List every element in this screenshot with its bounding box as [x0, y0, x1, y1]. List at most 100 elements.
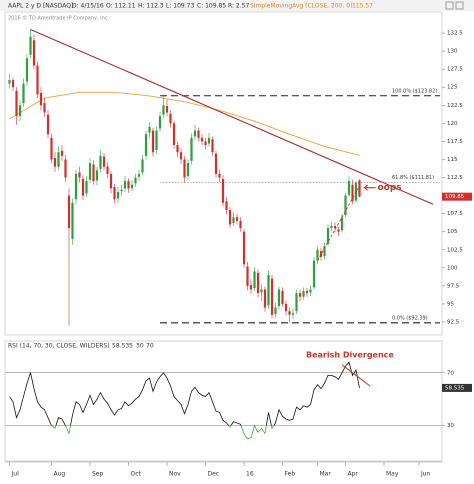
rsi-tick-label: 70: [447, 370, 454, 376]
x-tick-label: Oct: [131, 471, 142, 478]
candle-body: [32, 40, 36, 66]
candle-body: [330, 225, 333, 229]
x-tick-label: Jul: [11, 471, 20, 478]
candle-body: [274, 307, 277, 315]
toolbar: [0, 0, 474, 11]
candle-body: [326, 228, 330, 244]
candle-body: [50, 137, 53, 160]
candle-body: [232, 217, 235, 224]
candle-body: [277, 289, 281, 307]
y-tick-label: 112.5: [447, 175, 463, 181]
y-tick-label: 125: [447, 85, 458, 91]
copyright: 2016 © TD Ameritrade IP Company, Inc.: [8, 15, 110, 22]
trendline: [30, 28, 434, 205]
candle-body: [354, 182, 358, 201]
candle-body: [78, 172, 81, 178]
candle-body: [53, 158, 57, 167]
candle-body: [288, 311, 291, 315]
candle-body: [81, 178, 85, 196]
candle-body: [260, 289, 263, 293]
candle-body: [270, 278, 274, 315]
candle-body: [36, 65, 39, 95]
candle-body: [144, 134, 148, 156]
candle-body: [172, 123, 176, 146]
candle-body: [155, 130, 158, 151]
candle-body: [106, 166, 109, 174]
price-panel: [4, 11, 443, 336]
candle-body: [127, 181, 130, 189]
candle-body: [162, 105, 165, 115]
x-tick-label: Mar: [320, 471, 332, 478]
candle-body: [295, 293, 298, 312]
candle-body: [298, 293, 302, 297]
candle-body: [340, 217, 344, 231]
candle-body: [204, 141, 207, 146]
candle-body: [256, 272, 260, 294]
candle-body: [186, 163, 190, 177]
annotation-arrow: [363, 184, 376, 191]
candle-body: [253, 271, 256, 289]
y-tick-label: 115: [447, 157, 458, 163]
candle-body: [214, 153, 218, 174]
candle-body: [302, 290, 305, 297]
y-tick-label: 130: [447, 49, 458, 55]
candle-body: [235, 217, 239, 221]
candle-body: [99, 155, 102, 169]
x-tick-label: Sep: [92, 471, 104, 478]
candle-body: [284, 303, 288, 312]
x-tick-label: Nov: [169, 471, 181, 478]
support-line: [317, 185, 360, 261]
y-tick-label: 132.5: [447, 31, 463, 37]
candle-body: [249, 285, 253, 290]
y-tick-label: 102.5: [447, 247, 463, 253]
candle-body: [15, 90, 18, 117]
x-tick-label: Jun: [420, 471, 431, 478]
candle-body: [39, 93, 43, 106]
candle-body: [134, 177, 137, 184]
candle-body: [263, 289, 267, 308]
x-tick-label: Apr: [348, 471, 359, 478]
sma-line: [9, 91, 360, 156]
candle-body: [8, 80, 11, 84]
candle-body: [179, 152, 183, 160]
header-field: L: 109.73: [166, 3, 194, 10]
header-field: O: 112.11: [106, 3, 136, 10]
candle-body: [351, 184, 354, 202]
rsi-line: [9, 361, 360, 440]
y-tick-label: 122.5: [447, 103, 463, 109]
toolbar-button[interactable]: [445, 1, 454, 10]
x-tick-label: Dec: [208, 471, 220, 478]
header-field: H: 112.3: [138, 3, 164, 10]
rsi-value: 58.535: [112, 343, 133, 350]
candle-body: [29, 36, 32, 55]
header-field: D: 4/15/16: [72, 3, 104, 10]
candle-body: [291, 313, 295, 315]
rsi-value-box: [442, 383, 472, 392]
candle-body: [18, 105, 22, 117]
candle-body: [228, 210, 232, 225]
candle-body: [347, 181, 351, 195]
rsi-tick-label: 30: [447, 423, 454, 429]
candle-body: [323, 246, 326, 257]
divergence-line: [341, 364, 371, 387]
candle-body: [316, 249, 319, 261]
candle-body: [43, 103, 46, 113]
symbol: AAPL 2 y D [NASDAQ]: [8, 3, 73, 10]
candle-body: [60, 150, 64, 156]
candle-body: [109, 173, 113, 189]
fib-label: 0.0% ($92.39): [392, 315, 428, 321]
candle-body: [207, 137, 211, 144]
candle-body: [218, 173, 221, 178]
candle-body: [137, 173, 141, 177]
candle-body: [176, 145, 179, 153]
candle-body: [183, 159, 186, 178]
y-tick-label: 117.5: [447, 139, 463, 145]
candle-body: [22, 83, 25, 104]
y-tick-label: 95: [447, 301, 454, 307]
last-price-box: [442, 192, 472, 201]
toolbar-button[interactable]: [455, 1, 464, 10]
x-tick-label: Feb: [285, 471, 296, 478]
candle-body: [344, 195, 347, 216]
y-tick-label: 100: [447, 265, 458, 271]
candle-body: [85, 181, 88, 194]
